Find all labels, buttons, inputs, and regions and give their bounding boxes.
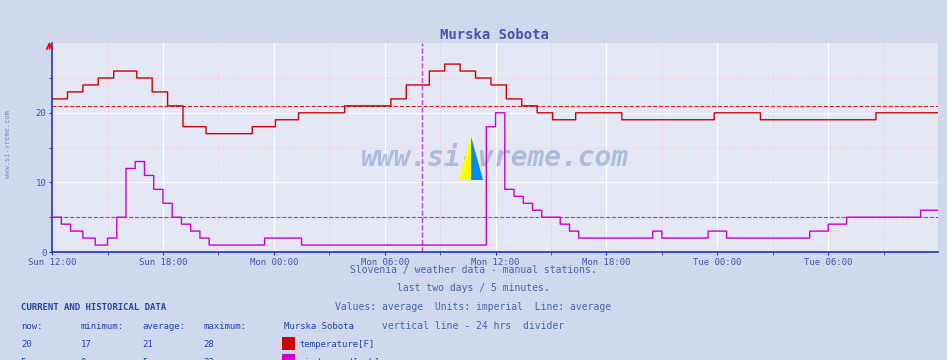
Text: 0: 0	[80, 358, 86, 360]
Text: maximum:: maximum:	[204, 323, 246, 332]
Title: Murska Sobota: Murska Sobota	[440, 28, 549, 42]
Text: Slovenia / weather data - manual stations.: Slovenia / weather data - manual station…	[350, 265, 597, 275]
Text: last two days / 5 minutes.: last two days / 5 minutes.	[397, 283, 550, 293]
Text: now:: now:	[21, 323, 43, 332]
Text: Values: average  Units: imperial  Line: average: Values: average Units: imperial Line: av…	[335, 302, 612, 312]
Text: average:: average:	[142, 323, 185, 332]
Text: 17: 17	[80, 341, 91, 350]
Text: Murska Sobota: Murska Sobota	[284, 323, 354, 332]
Text: www.si-vreme.com: www.si-vreme.com	[5, 110, 10, 178]
Text: www.si-vreme.com: www.si-vreme.com	[361, 144, 629, 172]
Text: 20: 20	[21, 341, 31, 350]
Text: temperature[F]: temperature[F]	[299, 341, 374, 350]
Polygon shape	[459, 137, 472, 180]
Text: vertical line - 24 hrs  divider: vertical line - 24 hrs divider	[383, 321, 564, 331]
Text: minimum:: minimum:	[80, 323, 123, 332]
Text: 21: 21	[142, 341, 152, 350]
Polygon shape	[472, 137, 483, 180]
Text: 5: 5	[21, 358, 27, 360]
Text: 5: 5	[142, 358, 148, 360]
Text: 23: 23	[204, 358, 214, 360]
Text: wind speed[mph]: wind speed[mph]	[299, 358, 380, 360]
Text: CURRENT AND HISTORICAL DATA: CURRENT AND HISTORICAL DATA	[21, 303, 166, 312]
Text: 28: 28	[204, 341, 214, 350]
